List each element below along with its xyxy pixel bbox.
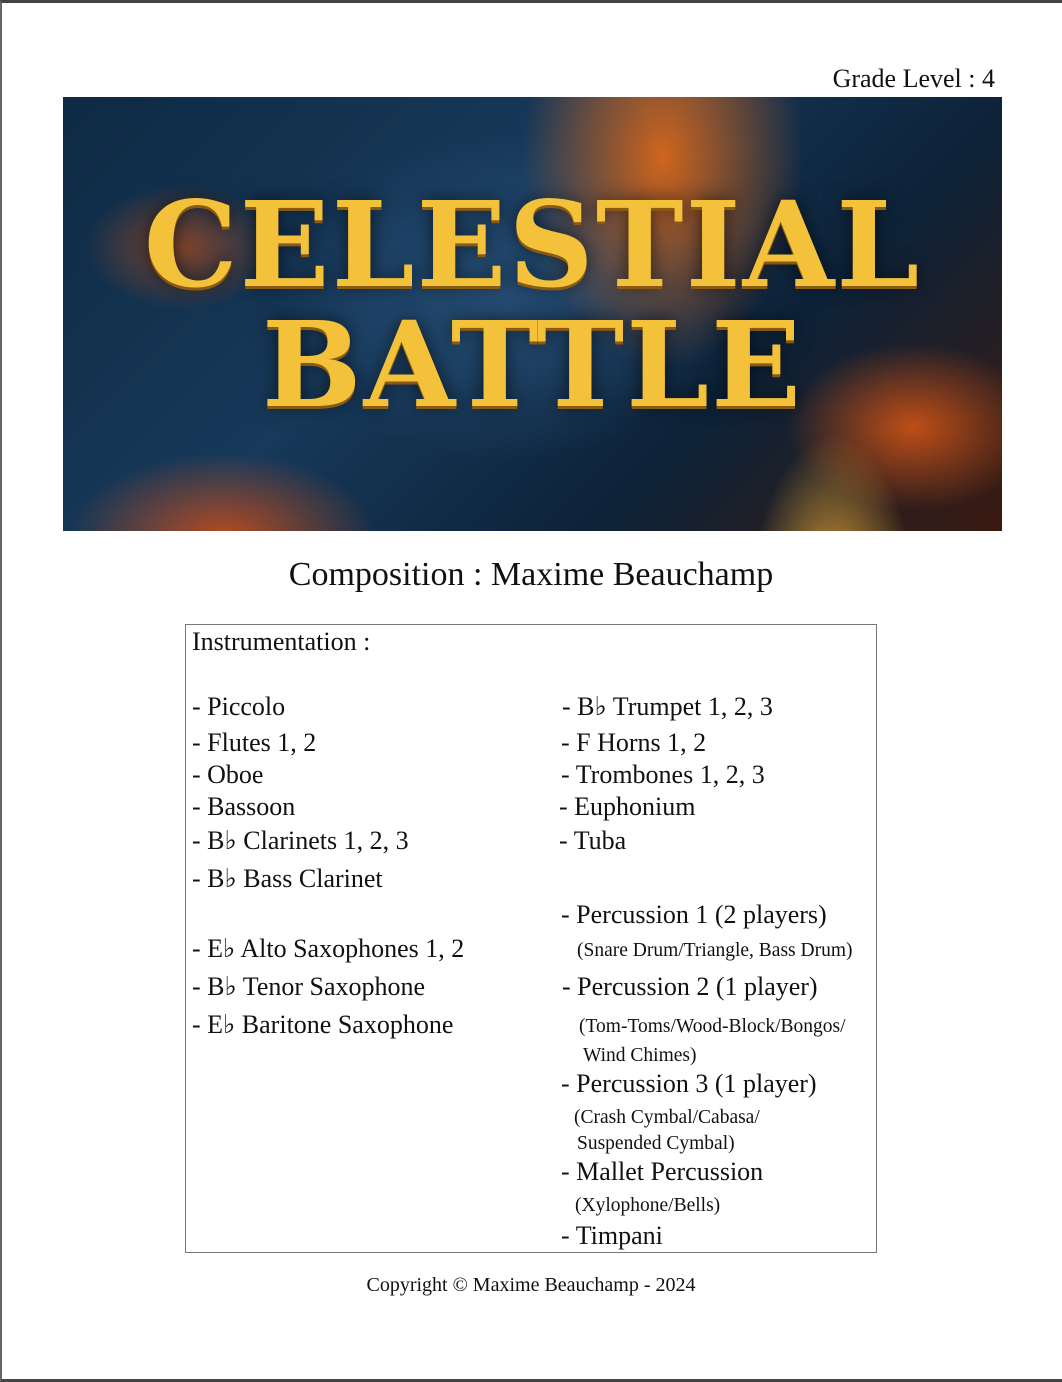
instrument-note: (Crash Cymbal/Cabasa/ (574, 1107, 760, 1128)
instrument-item: - Percussion 3 (1 player) (561, 1069, 817, 1098)
instrument-item: - E♭ Alto Saxophones 1, 2 (192, 934, 465, 963)
instrument-item: - E♭ Baritone Saxophone (192, 1010, 454, 1039)
instrument-item: - B♭ Trumpet 1, 2, 3 (562, 692, 773, 721)
instrument-item: - F Horns 1, 2 (561, 728, 707, 757)
composer-credit: Composition : Maxime Beauchamp (288, 556, 774, 593)
instrument-item: - Percussion 2 (1 player) (562, 972, 818, 1001)
instrument-item: - Oboe (192, 760, 264, 789)
instrumentation-box (185, 624, 877, 1253)
title-line-1: CELESTIAL (143, 175, 922, 314)
grade-level: Grade Level : 4 (832, 64, 995, 93)
instrument-item: - B♭ Tenor Saxophone (192, 972, 426, 1001)
instrument-item: - Flutes 1, 2 (192, 728, 317, 757)
instrument-note: (Snare Drum/Triangle, Bass Drum) (577, 940, 853, 961)
instrument-item: - Percussion 1 (2 players) (561, 900, 827, 929)
instrument-note: (Xylophone/Bells) (575, 1195, 721, 1216)
instrumentation-heading: Instrumentation : (192, 627, 371, 656)
instrument-note: (Tom-Toms/Wood-Block/Bongos/ (579, 1016, 846, 1037)
instrument-item: - Mallet Percussion (561, 1157, 764, 1186)
instrument-note: Wind Chimes) (583, 1045, 697, 1066)
cover-banner-image: CELESTIAL BATTLE (63, 97, 1002, 531)
instrument-item: - Piccolo (192, 692, 286, 721)
instrument-item: - B♭ Clarinets 1, 2, 3 (192, 826, 409, 855)
instrument-item: - Euphonium (559, 792, 696, 821)
instrument-item: - Trombones 1, 2, 3 (561, 760, 765, 789)
instrument-note: Suspended Cymbal) (577, 1133, 735, 1154)
instrument-item: - Tuba (559, 826, 627, 855)
copyright: Copyright © Maxime Beauchamp - 2024 (366, 1274, 696, 1296)
instrument-item: - Bassoon (192, 792, 296, 821)
title-line-2: BATTLE (261, 295, 804, 434)
instrument-item: - B♭ Bass Clarinet (192, 864, 383, 893)
instrument-item: - Timpani (561, 1221, 663, 1250)
